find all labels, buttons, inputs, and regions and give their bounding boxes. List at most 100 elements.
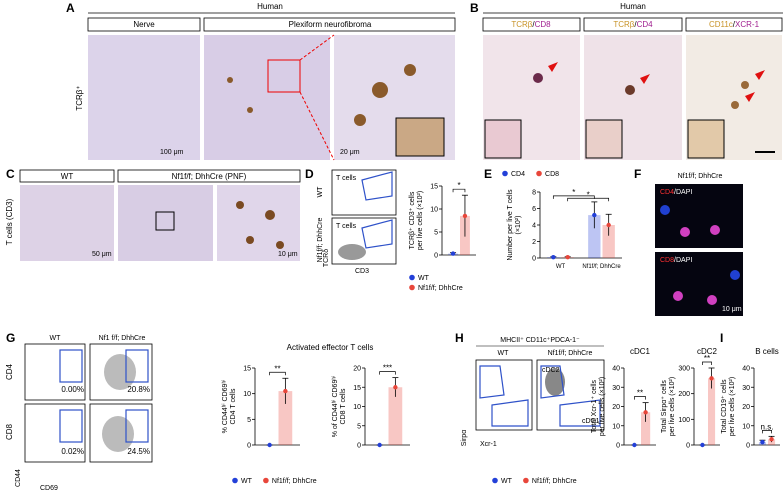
flow-plot — [89, 343, 153, 401]
sep: / — [634, 20, 637, 29]
y-tick-label: 15 — [353, 385, 361, 392]
flow-plot — [475, 359, 533, 431]
y-tick-label: 200 — [678, 391, 690, 398]
axis-label: CD44 — [15, 469, 22, 487]
gate-label: cDC1 — [582, 418, 600, 425]
flow-plot — [331, 169, 397, 216]
panel-label: G — [6, 331, 15, 345]
gate — [559, 399, 601, 427]
stain-b: XCR-1 — [735, 20, 760, 29]
fluorescence-image — [655, 252, 743, 316]
species: Human — [620, 2, 646, 11]
y-axis-label: Total CD19⁺ cells — [721, 379, 728, 434]
dot — [283, 388, 288, 394]
significance: * — [587, 190, 590, 199]
chart-title: cDC2 — [697, 347, 718, 356]
legend-label: Nf1f/f; DhhCre — [532, 478, 577, 485]
bar — [278, 391, 293, 445]
legend-marker — [502, 170, 508, 177]
cells — [236, 201, 284, 249]
dot — [700, 442, 705, 448]
header-box — [19, 169, 115, 183]
header-box — [685, 17, 783, 32]
y-tick-label: 15 — [243, 366, 251, 373]
zoom-box — [267, 59, 301, 93]
gate — [361, 171, 393, 201]
y-tick-label: 15 — [430, 184, 438, 191]
significance-bracket — [762, 429, 772, 434]
legend-marker — [523, 477, 529, 484]
gate — [361, 219, 393, 249]
panel-label: E — [484, 167, 492, 181]
significance: * — [572, 188, 575, 197]
column-header: Nf1f/f; DhhCre (PNF) — [172, 172, 247, 181]
significance: ** — [704, 354, 710, 363]
title: Nf1f/f; DhhCre — [678, 173, 723, 180]
y-tick-label: 0 — [532, 256, 536, 263]
y-tick-label: 6 — [532, 206, 536, 213]
dot — [393, 385, 398, 390]
panel-label: F — [634, 167, 641, 181]
y-axis-label: Total Sirpα⁺ cells — [661, 380, 668, 433]
legend-label: WT — [241, 478, 253, 485]
row-label: Nf1f/f; DhhCre — [317, 218, 324, 263]
fluorescence-image — [655, 184, 743, 248]
significance-bracket — [452, 188, 466, 193]
flow-plot — [536, 359, 605, 431]
panel-label: A — [66, 1, 75, 15]
population — [338, 244, 366, 260]
stain-a: CD4 — [660, 189, 674, 196]
stain-b: CD4 — [637, 20, 654, 29]
inset — [687, 119, 725, 159]
y-tick-label: 40 — [612, 366, 620, 373]
dot — [565, 254, 570, 260]
sep: / — [532, 20, 535, 29]
stain-a: TCRβ — [511, 20, 532, 29]
stain: TCRβ/CD8 — [511, 20, 551, 29]
dot — [760, 439, 765, 445]
column-header: Nerve — [133, 20, 155, 29]
scale-bar: 10 μm — [722, 306, 742, 313]
axis-label: CD3 — [355, 268, 369, 275]
chart-title: cDC1 — [630, 347, 651, 356]
bar — [588, 215, 601, 258]
stain-header: TCRβ/CD8 TCRβ/CD4 CD11c/XCR-1 — [482, 17, 783, 32]
significance: * — [457, 181, 460, 190]
stain: CD11c/XCR-1 — [709, 20, 760, 29]
significance-bracket — [269, 371, 286, 376]
stain: CD4/DAPI — [660, 189, 692, 196]
y-tick-label: 10 — [430, 207, 438, 214]
bar — [641, 412, 651, 445]
row-label: WT — [317, 186, 324, 198]
panel-label: B — [470, 1, 479, 15]
y-tick-label: 4 — [532, 223, 536, 230]
significance-bracket — [702, 361, 712, 365]
significance-bracket — [567, 197, 610, 202]
panel-label: I — [720, 331, 723, 345]
cells — [660, 205, 740, 305]
percentage: 20.8% — [127, 385, 150, 394]
significance: ** — [637, 389, 643, 398]
stain-b: CD8 — [535, 20, 552, 29]
bar — [708, 378, 716, 445]
gate — [125, 349, 149, 383]
legend-label: CD4 — [511, 171, 525, 178]
gate-label: T cells — [336, 223, 357, 230]
y-axis-label: per live cells (×10²) — [599, 377, 606, 436]
y-tick-label: 20 — [742, 404, 750, 411]
header-box — [583, 17, 683, 32]
inset — [395, 117, 445, 157]
y-tick-label: 10 — [353, 404, 361, 411]
sep: / — [674, 257, 676, 264]
dot — [377, 442, 382, 448]
dot — [632, 442, 637, 448]
legend-marker — [263, 477, 269, 484]
y-tick-label: 2 — [532, 239, 536, 246]
y-tick-label: 30 — [612, 385, 620, 392]
y-tick-label: 300 — [678, 366, 690, 373]
gate — [540, 365, 565, 399]
x-tick-label: WT — [556, 264, 566, 270]
sep: / — [733, 20, 736, 29]
chart-title: B cells — [755, 347, 779, 356]
